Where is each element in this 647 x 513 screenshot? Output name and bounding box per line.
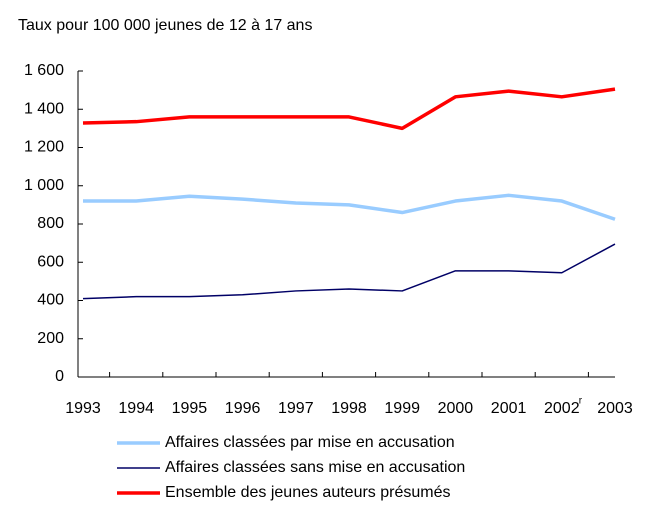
x-tick-note: r <box>579 396 583 407</box>
y-tick-label: 200 <box>37 330 64 347</box>
x-tick-label: 1995 <box>172 400 208 417</box>
x-tick-label: 2001 <box>491 400 527 417</box>
x-tick-label: 1996 <box>225 400 261 417</box>
y-tick-label: 1 200 <box>24 139 64 156</box>
series-line <box>82 87 616 131</box>
y-tick-label: 800 <box>37 215 64 232</box>
y-tick-label: 0 <box>55 368 64 385</box>
y-tick-label: 1 600 <box>24 62 64 79</box>
x-tick-label: 1997 <box>278 400 314 417</box>
y-tick-label: 600 <box>37 253 64 270</box>
y-tick-label: 1 000 <box>24 177 64 194</box>
x-tick-label: 1994 <box>118 400 154 417</box>
legend-label: Affaires classées par mise en accusation <box>165 434 455 451</box>
y-tick-label: 400 <box>37 292 64 309</box>
y-tick-label: 1 400 <box>24 100 64 117</box>
legend-label: Affaires classées sans mise en accusatio… <box>165 459 465 476</box>
chart-title: Taux pour 100 000 jeunes de 12 à 17 ans <box>18 17 312 34</box>
x-tick-label: 2002 <box>544 400 580 417</box>
x-tick-label: 1999 <box>384 400 420 417</box>
x-tick-label: 2003 <box>597 400 633 417</box>
series-line <box>83 193 616 221</box>
x-tick-label: 1998 <box>331 400 367 417</box>
series-line <box>82 243 616 300</box>
x-tick-label: 1993 <box>65 400 101 417</box>
legend-label: Ensemble des jeunes auteurs présumés <box>165 484 451 501</box>
x-tick-label: 2000 <box>438 400 474 417</box>
